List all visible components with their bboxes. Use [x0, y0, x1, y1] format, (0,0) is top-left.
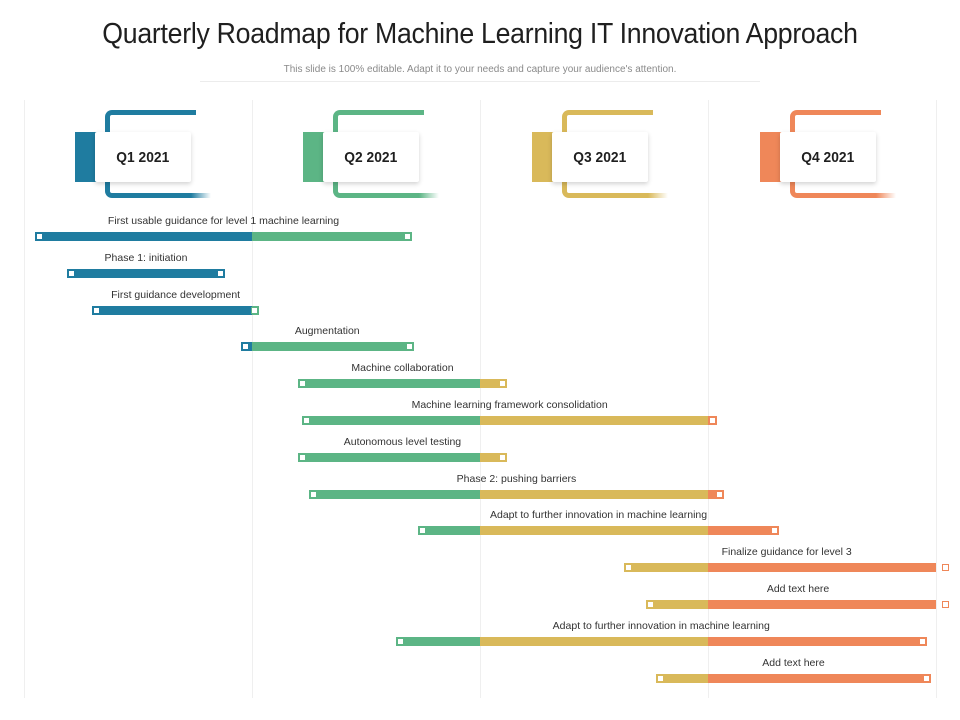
quarter-label-card: Q1 2021 — [95, 132, 191, 182]
task-bar-segment — [708, 526, 779, 536]
task-start-handle[interactable] — [396, 637, 404, 645]
task-start-handle[interactable] — [36, 233, 44, 240]
task-end-handle[interactable] — [709, 417, 717, 424]
task-bar-segment — [480, 489, 708, 499]
task-bar-segment — [92, 305, 252, 315]
task-end-handle[interactable] — [923, 674, 931, 682]
quarter-label-card: Q4 2021 — [780, 132, 876, 182]
task-bar-segment — [708, 673, 932, 683]
column-divider — [708, 100, 709, 698]
task-label: Adapt to further innovation in machine l… — [489, 509, 708, 522]
task-label: Adapt to further innovation in machine l… — [552, 619, 770, 632]
task-end-handle[interactable] — [250, 306, 258, 314]
task-start-handle[interactable] — [656, 674, 664, 682]
page-subtitle: This slide is 100% editable. Adapt it to… — [283, 64, 677, 75]
quarter-frame-fade — [876, 110, 896, 198]
task-start-handle[interactable] — [93, 306, 101, 314]
quarter-label-card: Q2 2021 — [323, 132, 419, 182]
task-end-handle[interactable] — [403, 233, 411, 240]
quarter-label: Q1 2021 — [116, 148, 170, 166]
task-label: Phase 1: initiation — [104, 251, 188, 264]
task-end-handle[interactable] — [715, 490, 723, 498]
quarter-label: Q3 2021 — [573, 148, 627, 166]
task-label: First usable guidance for level 1 machin… — [107, 215, 340, 227]
task-bar-segment — [480, 452, 508, 462]
task-label: Phase 2: pushing barriers — [456, 472, 577, 485]
task-start-handle[interactable] — [241, 343, 249, 351]
task-bar-segment — [646, 600, 708, 609]
task-label: Autonomous level testing — [343, 435, 462, 448]
task-bar-segment — [297, 452, 480, 462]
quarter-header-q2: Q2 2021 — [303, 110, 439, 204]
task-start-handle[interactable] — [419, 527, 427, 535]
task-label: Machine collaboration — [351, 362, 454, 375]
task-bar-segment — [252, 232, 412, 241]
column-divider — [480, 100, 481, 698]
task-end-handle[interactable] — [216, 269, 224, 277]
task-bar-segment — [35, 232, 252, 241]
task-end-handle[interactable] — [405, 343, 413, 351]
task-bar-segment — [708, 600, 936, 609]
task-label: First guidance development — [111, 288, 241, 301]
quarter-frame-fade — [191, 110, 211, 198]
quarter-header-q4: Q4 2021 — [760, 110, 896, 204]
quarter-header-q1: Q1 2021 — [75, 110, 211, 204]
column-divider — [936, 100, 937, 698]
task-bar-segment — [480, 379, 508, 389]
column-divider — [24, 100, 25, 698]
task-bar-segment — [418, 526, 480, 536]
task-bar-segment — [480, 526, 708, 536]
quarter-frame-fade — [419, 110, 439, 198]
task-label: Augmentation — [294, 325, 360, 338]
task-end-handle[interactable] — [941, 564, 949, 572]
task-start-handle[interactable] — [624, 564, 632, 572]
quarter-label: Q2 2021 — [344, 148, 398, 166]
task-label: Finalize guidance for level 3 — [721, 546, 852, 559]
task-label: Add text here — [766, 583, 830, 595]
task-bar-segment — [623, 563, 708, 573]
task-bar-segment — [309, 489, 480, 499]
task-bar-segment — [480, 636, 708, 646]
task-end-handle[interactable] — [499, 453, 507, 461]
task-start-handle[interactable] — [298, 453, 306, 461]
quarter-header-q3: Q3 2021 — [532, 110, 668, 204]
column-divider — [252, 100, 253, 698]
task-start-handle[interactable] — [647, 601, 655, 608]
task-end-handle[interactable] — [499, 380, 507, 388]
quarter-label: Q4 2021 — [801, 148, 855, 166]
task-end-handle[interactable] — [941, 601, 949, 608]
task-bar-segment — [708, 636, 927, 646]
task-start-handle[interactable] — [68, 269, 76, 277]
task-end-handle[interactable] — [918, 637, 926, 645]
task-bar-segment — [480, 416, 708, 425]
quarter-frame-fade — [648, 110, 668, 198]
task-bar-segment — [302, 416, 480, 425]
task-bar-segment — [67, 268, 225, 278]
task-bar-segment — [708, 563, 936, 573]
page-title: Quarterly Roadmap for Machine Learning I… — [102, 18, 858, 50]
task-bar-segment — [655, 673, 708, 683]
task-label: Add text here — [762, 656, 825, 669]
task-bar-segment — [395, 636, 480, 646]
task-start-handle[interactable] — [303, 417, 311, 424]
task-end-handle[interactable] — [770, 527, 778, 535]
quarter-label-card: Q3 2021 — [552, 132, 648, 182]
task-bar-segment — [252, 342, 414, 352]
task-label: Machine learning framework consolidation — [411, 399, 608, 411]
task-start-handle[interactable] — [298, 380, 306, 388]
task-bar-segment — [297, 379, 480, 389]
subtitle-divider — [200, 81, 760, 82]
task-start-handle[interactable] — [310, 490, 317, 498]
